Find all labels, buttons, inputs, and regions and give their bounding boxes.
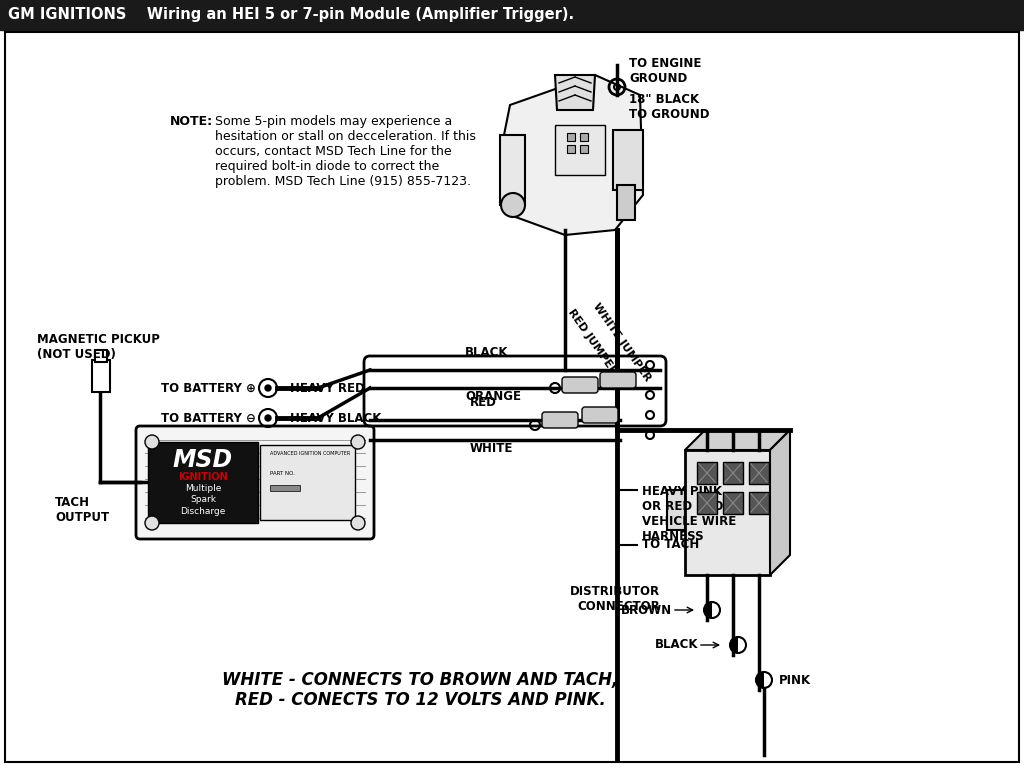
Text: 18" BLACK
TO GROUND: 18" BLACK TO GROUND: [629, 93, 710, 121]
Circle shape: [265, 385, 271, 391]
Bar: [697, 462, 717, 484]
Bar: [613, 130, 643, 190]
Bar: [770, 490, 788, 530]
Bar: [580, 145, 588, 153]
Text: TO ENGINE
GROUND: TO ENGINE GROUND: [629, 57, 701, 85]
Bar: [95, 350, 106, 362]
Text: TACH
OUTPUT: TACH OUTPUT: [55, 496, 110, 524]
Text: HEAVY BLACK: HEAVY BLACK: [290, 411, 381, 424]
Text: HEAVY RED: HEAVY RED: [290, 381, 365, 394]
Bar: [697, 492, 717, 514]
Wedge shape: [730, 637, 738, 653]
FancyBboxPatch shape: [582, 407, 618, 423]
Text: BLACK: BLACK: [654, 638, 698, 651]
FancyBboxPatch shape: [542, 412, 578, 428]
Text: TO BATTERY ⊖: TO BATTERY ⊖: [161, 411, 256, 424]
Circle shape: [145, 435, 159, 449]
Text: RED: RED: [470, 396, 497, 409]
Text: GM IGNITIONS    Wiring an HEI 5 or 7-pin Module (Amplifier Trigger).: GM IGNITIONS Wiring an HEI 5 or 7-pin Mo…: [8, 8, 574, 22]
Circle shape: [351, 516, 365, 530]
Bar: [749, 492, 769, 514]
Text: TO BATTERY ⊕: TO BATTERY ⊕: [161, 381, 256, 394]
Text: Multiple
Spark
Discharge: Multiple Spark Discharge: [180, 484, 225, 516]
Polygon shape: [770, 430, 790, 575]
Text: WHITE: WHITE: [470, 442, 513, 455]
Text: NOTE:: NOTE:: [170, 115, 213, 128]
Bar: [723, 462, 743, 484]
Bar: [148, 442, 258, 523]
Text: WHITE - CONNECTS TO BROWN AND TACH,: WHITE - CONNECTS TO BROWN AND TACH,: [222, 671, 618, 689]
Text: TO TACH: TO TACH: [642, 538, 699, 551]
Circle shape: [351, 435, 365, 449]
FancyBboxPatch shape: [562, 377, 598, 393]
Circle shape: [501, 193, 525, 217]
Text: HEAVY PINK
OR RED FROM
VEHICLE WIRE
HARNESS: HEAVY PINK OR RED FROM VEHICLE WIRE HARN…: [642, 485, 736, 543]
Bar: [580, 133, 588, 141]
Bar: [555, 125, 605, 175]
Circle shape: [145, 516, 159, 530]
Bar: [567, 133, 575, 141]
Bar: [270, 485, 300, 491]
Text: DISTRIBUTOR
CONNECTOR: DISTRIBUTOR CONNECTOR: [570, 585, 660, 613]
Text: ORANGE: ORANGE: [465, 390, 521, 403]
Bar: [617, 185, 635, 220]
Text: PART NO.: PART NO.: [270, 471, 295, 476]
Text: RED - CONECTS TO 12 VOLTS AND PINK.: RED - CONECTS TO 12 VOLTS AND PINK.: [234, 691, 605, 709]
Bar: [567, 145, 575, 153]
Text: MAGNETIC PICKUP
(NOT USED): MAGNETIC PICKUP (NOT USED): [37, 333, 160, 361]
Bar: [92, 360, 110, 392]
Text: occurs, contact MSD Tech Line for the: occurs, contact MSD Tech Line for the: [215, 145, 452, 158]
Text: Some 5-pin models may experience a: Some 5-pin models may experience a: [215, 115, 453, 128]
Text: BLACK: BLACK: [465, 346, 509, 359]
Text: MSD: MSD: [173, 448, 233, 472]
Bar: [0, 0, 1024, 30]
Text: ADVANCED IGNITION COMPUTER: ADVANCED IGNITION COMPUTER: [270, 451, 350, 456]
Polygon shape: [555, 75, 595, 110]
Bar: [260, 445, 355, 520]
Text: WHITE JUMPER: WHITE JUMPER: [591, 301, 652, 383]
Bar: [500, 135, 525, 205]
Text: required bolt-in diode to correct the: required bolt-in diode to correct the: [215, 160, 439, 173]
Text: problem. MSD Tech Line (915) 855-7123.: problem. MSD Tech Line (915) 855-7123.: [215, 175, 471, 188]
Text: PINK: PINK: [779, 674, 811, 687]
Wedge shape: [756, 672, 764, 688]
Bar: [667, 490, 685, 530]
Bar: [685, 450, 770, 575]
Polygon shape: [500, 75, 643, 235]
Text: hesitation or stall on decceleration. If this: hesitation or stall on decceleration. If…: [215, 130, 476, 143]
Circle shape: [265, 415, 271, 421]
Wedge shape: [705, 602, 712, 618]
FancyBboxPatch shape: [136, 426, 374, 539]
Text: IGNITION: IGNITION: [178, 472, 228, 482]
Text: RED JUMPER: RED JUMPER: [565, 308, 618, 377]
Bar: [749, 462, 769, 484]
Text: BROWN: BROWN: [621, 604, 672, 617]
FancyBboxPatch shape: [600, 372, 636, 388]
Bar: [723, 492, 743, 514]
Polygon shape: [685, 430, 790, 450]
